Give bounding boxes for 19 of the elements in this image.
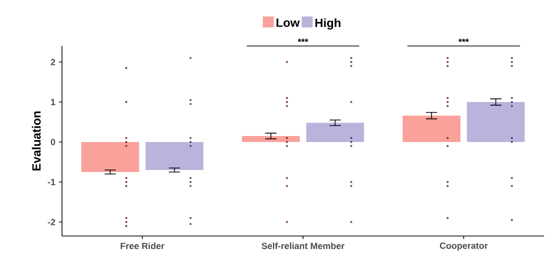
bar (306, 122, 364, 142)
bar (402, 116, 460, 142)
legend-label: High (315, 18, 340, 30)
y-axis-title: Evaluation (32, 112, 41, 170)
x-tick-label: Cooperator (440, 242, 488, 251)
legend-label: Low (276, 18, 300, 27)
x-tick-label: Self-reliant Member (262, 242, 344, 250)
bar (146, 142, 204, 170)
bar (81, 142, 140, 172)
y-tick-label: 0 (50, 138, 56, 146)
y-tick-label: 1 (51, 98, 56, 106)
text: *** (458, 38, 469, 42)
y-tick-label: 2 (50, 58, 56, 66)
text: *** (298, 38, 308, 42)
x-tick-label: Free Rider (120, 242, 164, 250)
bar (242, 136, 300, 142)
y-tick-label: -2 (48, 218, 56, 226)
bar (466, 102, 525, 142)
y-tick-label: -1 (48, 178, 56, 186)
